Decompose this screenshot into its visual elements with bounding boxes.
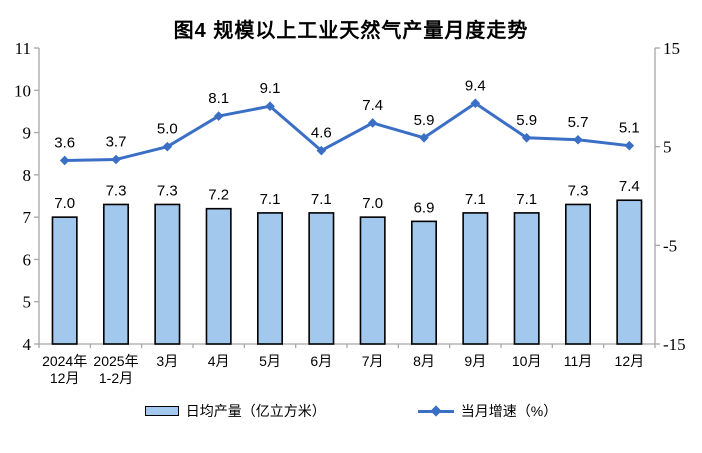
line-marker-diamond [573, 134, 583, 145]
bar-value-label: 7.0 [362, 195, 383, 212]
bar-value-label: 7.1 [311, 191, 332, 208]
bar-value-label: 7.1 [465, 191, 486, 208]
line-value-label: 8.1 [208, 90, 229, 107]
right-axis-tick-label: -15 [663, 335, 686, 354]
diamond-marker-icon [430, 405, 442, 417]
x-category-label: 12月 [615, 353, 645, 369]
left-axis-tick-label: 6 [23, 250, 32, 269]
line-marker-diamond [419, 132, 429, 143]
bar [308, 212, 335, 345]
bar [616, 199, 643, 345]
line-value-label: 3.7 [106, 133, 127, 150]
bar-swatch-icon [144, 406, 179, 416]
left-axis-tick-label: 5 [23, 293, 32, 312]
right-axis-tick-label: 15 [663, 39, 680, 58]
chart-title: 图4 规模以上工业天然气产量月度走势 [173, 20, 529, 42]
left-axis-tick-label: 7 [23, 208, 32, 227]
line-marker-diamond [367, 118, 378, 128]
bar-value-label: 6.9 [414, 199, 435, 216]
x-category-label: 2024年 [42, 353, 87, 369]
x-category-label: 6月 [310, 353, 332, 369]
x-category-label: 11月 [564, 353, 593, 369]
line-swatch-icon [417, 405, 454, 417]
left-axis-tick-label: 10 [14, 81, 31, 100]
bar [103, 203, 130, 345]
x-category-label: 4月 [208, 353, 230, 369]
bar [513, 212, 540, 345]
x-category-label: 9月 [464, 353, 486, 369]
bar-value-label: 7.3 [106, 182, 127, 199]
x-category-label: 12月 [50, 370, 80, 386]
line-value-label: 9.4 [465, 77, 486, 94]
line-marker-diamond [624, 140, 635, 151]
bar-value-label: 7.3 [568, 182, 589, 199]
legend-item-line: 当月增速（%） [417, 401, 558, 421]
x-category-label: 1-2月 [99, 370, 133, 386]
legend-item-bar: 日均产量（亿立方米） [144, 401, 326, 421]
line-value-label: 4.6 [311, 125, 332, 142]
left-axis-tick-label: 9 [23, 124, 32, 143]
bar [564, 203, 591, 345]
line-marker-diamond [316, 145, 327, 156]
right-axis-tick-label: -5 [663, 236, 677, 255]
bar [359, 216, 386, 345]
bar [205, 207, 232, 345]
bar-value-label: 7.3 [157, 182, 178, 199]
line-marker-diamond [470, 98, 481, 109]
legend-bar-label: 日均产量（亿立方米） [185, 403, 326, 419]
trend-line [63, 101, 631, 162]
line-marker-diamond [111, 154, 121, 165]
line-value-label: 5.9 [414, 112, 435, 129]
bar [410, 220, 437, 345]
bar [462, 212, 489, 345]
bar [256, 212, 283, 345]
left-axis-tick-label: 11 [15, 39, 31, 58]
line-marker-diamond [59, 155, 70, 166]
line-value-label: 7.4 [362, 97, 383, 114]
bar-value-label: 7.1 [260, 191, 281, 208]
bar-value-label: 7.2 [208, 187, 229, 204]
x-category-label: 8月 [413, 353, 435, 369]
bar-value-label: 7.4 [619, 178, 640, 195]
bar-value-label: 7.1 [516, 191, 537, 208]
line-marker-diamond [265, 101, 275, 112]
line-marker-diamond [213, 111, 224, 121]
x-category-label: 2025年 [93, 353, 138, 369]
bar [154, 203, 181, 345]
x-category-label: 7月 [362, 353, 384, 369]
chart-legend: 日均产量（亿立方米） 当月增速（%） [0, 401, 702, 421]
right-axis-tick-label: 5 [663, 138, 672, 157]
line-value-label: 9.1 [260, 80, 281, 97]
line-value-label: 3.6 [54, 134, 75, 151]
bar-value-label: 7.0 [54, 195, 75, 212]
legend-line-label: 当月增速（%） [460, 403, 558, 419]
line-value-label: 5.7 [568, 114, 589, 131]
x-category-label: 5月 [259, 353, 281, 369]
line-value-label: 5.9 [516, 112, 537, 129]
line-marker-diamond [162, 141, 173, 152]
left-axis-tick-label: 4 [23, 335, 32, 354]
x-category-label: 10月 [512, 353, 542, 369]
line-value-label: 5.0 [157, 121, 178, 138]
x-category-label: 3月 [156, 353, 178, 369]
left-axis-tick-label: 8 [23, 166, 32, 185]
bar [51, 216, 78, 345]
line-marker-diamond [521, 132, 532, 143]
line-value-label: 5.1 [619, 120, 640, 137]
